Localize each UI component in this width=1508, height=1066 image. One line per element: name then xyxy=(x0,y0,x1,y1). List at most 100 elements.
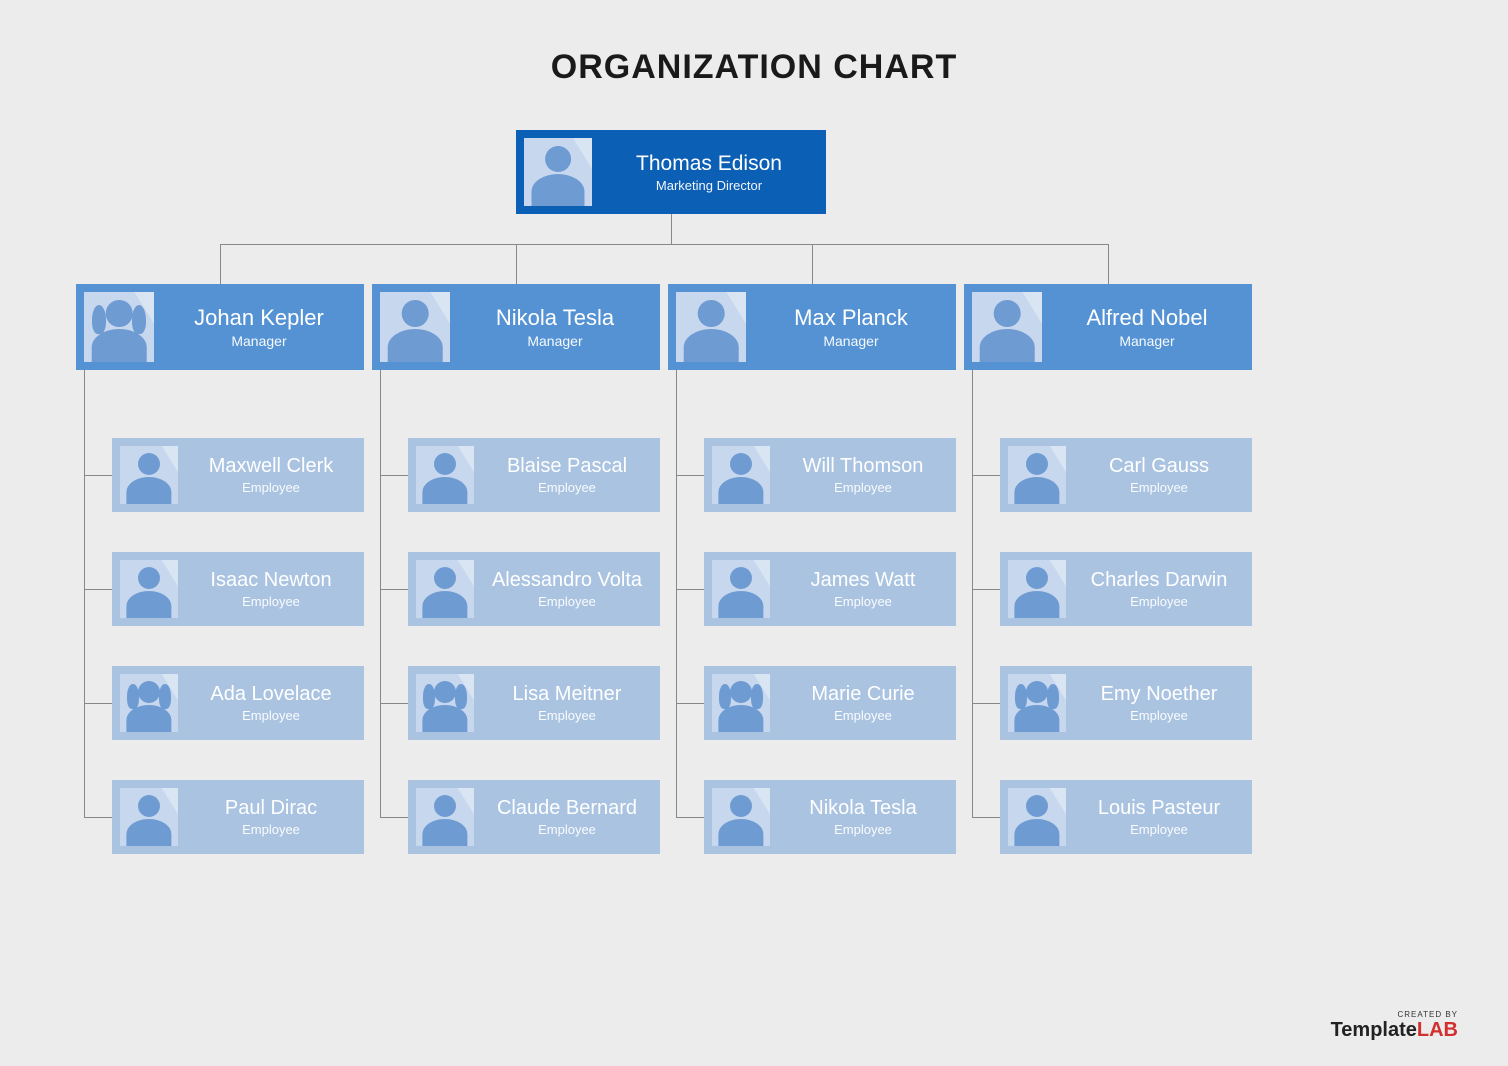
manager-card: Nikola Tesla Manager xyxy=(372,284,660,370)
connector-line xyxy=(220,244,221,284)
person-name: Nikola Tesla xyxy=(460,305,650,331)
connector-line xyxy=(84,589,112,590)
avatar-icon xyxy=(84,292,154,362)
person-role: Employee xyxy=(780,708,946,723)
employee-card: Ada Lovelace Employee xyxy=(112,666,364,740)
avatar-icon xyxy=(120,674,178,732)
person-role: Manager xyxy=(460,333,650,349)
connector-line xyxy=(676,589,704,590)
person-role: Manager xyxy=(1052,333,1242,349)
person-name: Thomas Edison xyxy=(602,152,816,176)
connector-line xyxy=(380,370,381,817)
footer-credit: CREATED BY TemplateLAB xyxy=(1331,1010,1458,1042)
person-role: Employee xyxy=(1076,822,1242,837)
connector-line xyxy=(671,214,672,244)
person-role: Manager xyxy=(164,333,354,349)
person-role: Employee xyxy=(484,594,650,609)
avatar-icon xyxy=(416,560,474,618)
footer-brand-lab: LAB xyxy=(1417,1019,1458,1041)
person-role: Employee xyxy=(484,708,650,723)
employee-card: Marie CurieEmployee xyxy=(704,666,956,740)
connector-line xyxy=(84,703,112,704)
connector-line xyxy=(972,475,1000,476)
manager-card: Alfred Nobel Manager xyxy=(964,284,1252,370)
person-name: Louis Pasteur xyxy=(1076,797,1242,820)
avatar-icon xyxy=(1008,446,1066,504)
employee-card: Emy Noether Employee xyxy=(1000,666,1252,740)
avatar-icon xyxy=(120,560,178,618)
person-name: Alfred Nobel xyxy=(1052,305,1242,331)
avatar-icon xyxy=(120,788,178,846)
employee-card: Louis Pasteur Employee xyxy=(1000,780,1252,854)
employee-card: Alessandro Volta Employee xyxy=(408,552,660,626)
person-role: Employee xyxy=(484,480,650,495)
page-title: ORGANIZATION CHART xyxy=(0,0,1508,87)
person-role: Employee xyxy=(188,480,354,495)
person-name: Lisa Meitner xyxy=(484,683,650,706)
person-name: Blaise Pascal xyxy=(484,455,650,478)
connector-line xyxy=(972,817,1000,818)
footer-brand-template: Template xyxy=(1331,1019,1417,1041)
person-name: Ada Lovelace xyxy=(188,683,354,706)
person-name: Claude Bernard xyxy=(484,797,650,820)
connector-line xyxy=(972,703,1000,704)
connector-line xyxy=(676,703,704,704)
employee-card: Will ThomsonEmployee xyxy=(704,438,956,512)
employee-card: James Watt Employee xyxy=(704,552,956,626)
person-name: Alessandro Volta xyxy=(484,569,650,592)
connector-line xyxy=(380,817,408,818)
connector-line xyxy=(84,817,112,818)
connector-line xyxy=(380,475,408,476)
avatar-icon xyxy=(416,788,474,846)
avatar-icon xyxy=(380,292,450,362)
avatar-icon xyxy=(1008,674,1066,732)
person-role: Employee xyxy=(780,822,946,837)
manager-card: Max Planck Manager xyxy=(668,284,956,370)
person-name: Maxwell Clerk xyxy=(188,455,354,478)
person-name: Isaac Newton xyxy=(188,569,354,592)
avatar-icon xyxy=(972,292,1042,362)
employee-card: Paul DiracEmployee xyxy=(112,780,364,854)
person-name: James Watt xyxy=(780,569,946,592)
director-card: Thomas Edison Marketing Director xyxy=(516,130,826,214)
person-role: Employee xyxy=(1076,480,1242,495)
employee-card: Maxwell Clerk Employee xyxy=(112,438,364,512)
avatar-icon xyxy=(1008,788,1066,846)
connector-line xyxy=(380,703,408,704)
avatar-icon xyxy=(712,560,770,618)
employee-card: Charles DarwinEmployee xyxy=(1000,552,1252,626)
avatar-icon xyxy=(416,674,474,732)
person-role: Employee xyxy=(780,594,946,609)
avatar-icon xyxy=(524,138,592,206)
person-role: Manager xyxy=(756,333,946,349)
person-role: Employee xyxy=(484,822,650,837)
connector-line xyxy=(676,370,677,817)
connector-line xyxy=(972,370,973,817)
person-name: Emy Noether xyxy=(1076,683,1242,706)
person-role: Employee xyxy=(188,708,354,723)
connector-line xyxy=(84,475,112,476)
employee-card: Blaise Pascal Employee xyxy=(408,438,660,512)
employee-card: Carl Gauss Employee xyxy=(1000,438,1252,512)
person-name: Will Thomson xyxy=(780,455,946,478)
manager-card: Johan KeplerManager xyxy=(76,284,364,370)
person-role: Marketing Director xyxy=(602,178,816,193)
avatar-icon xyxy=(712,446,770,504)
employee-card: Claude Bernard Employee xyxy=(408,780,660,854)
avatar-icon xyxy=(1008,560,1066,618)
avatar-icon xyxy=(416,446,474,504)
avatar-icon xyxy=(712,674,770,732)
footer-created-by: CREATED BY xyxy=(1331,1010,1458,1019)
connector-line xyxy=(676,475,704,476)
person-name: Nikola Tesla xyxy=(780,797,946,820)
person-name: Max Planck xyxy=(756,305,946,331)
connector-line xyxy=(84,370,85,817)
connector-line xyxy=(516,244,517,284)
employee-card: Nikola Tesla Employee xyxy=(704,780,956,854)
person-role: Employee xyxy=(1076,594,1242,609)
person-role: Employee xyxy=(1076,708,1242,723)
person-name: Carl Gauss xyxy=(1076,455,1242,478)
person-name: Paul Dirac xyxy=(188,797,354,820)
person-role: Employee xyxy=(188,594,354,609)
employee-card: Lisa Meitner Employee xyxy=(408,666,660,740)
